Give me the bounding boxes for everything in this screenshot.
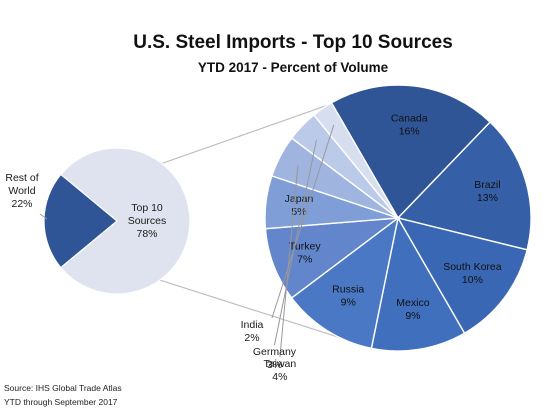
label-germany: Germany 3% <box>253 346 297 371</box>
connector-lower <box>159 279 340 339</box>
label-turkey: Turkey 7% <box>289 240 321 265</box>
period-note: YTD through September 2017 <box>4 397 118 407</box>
main-pie <box>43 147 191 295</box>
slice-mexico <box>370 216 466 352</box>
label-russia: Russia 9% <box>332 284 364 309</box>
slice-south-korea <box>396 216 528 335</box>
label-brazil: Brazil 13% <box>474 179 500 204</box>
leader-germany <box>273 139 317 346</box>
leader-taiwan <box>279 165 299 358</box>
slice-rest-of-world <box>43 173 118 269</box>
slice-india <box>312 101 399 219</box>
leader-india <box>271 124 335 319</box>
slice-russia <box>290 216 400 350</box>
slice-canada <box>330 84 492 220</box>
breakdown-pie <box>264 84 532 352</box>
label-rest-of-world: Rest of World 22% <box>5 172 38 210</box>
label-mexico: Mexico 9% <box>396 297 429 322</box>
slice-top-10-sources <box>59 147 191 295</box>
connector-upper <box>161 104 328 165</box>
chart-title: U.S. Steel Imports - Top 10 Sources <box>133 32 453 53</box>
source-note: Source: IHS Global Trade Atlas <box>4 383 122 393</box>
slice-labels: Top 10 Sources 78% Rest of World 22% Canada 16%… <box>5 113 501 383</box>
label-india: India 2% <box>241 319 264 344</box>
leader-rest-of-world <box>39 213 48 220</box>
label-canada: Canada 16% <box>391 113 428 138</box>
label-south-korea: South Korea 10% <box>443 261 502 286</box>
chart-subtitle: YTD 2017 - Percent of Volume <box>198 60 389 75</box>
label-taiwan: Taiwan 4% <box>264 358 297 383</box>
connector-lines <box>159 104 340 339</box>
slice-brazil <box>396 121 532 251</box>
label-top-10-sources: Top 10 Sources 78% <box>128 202 167 240</box>
